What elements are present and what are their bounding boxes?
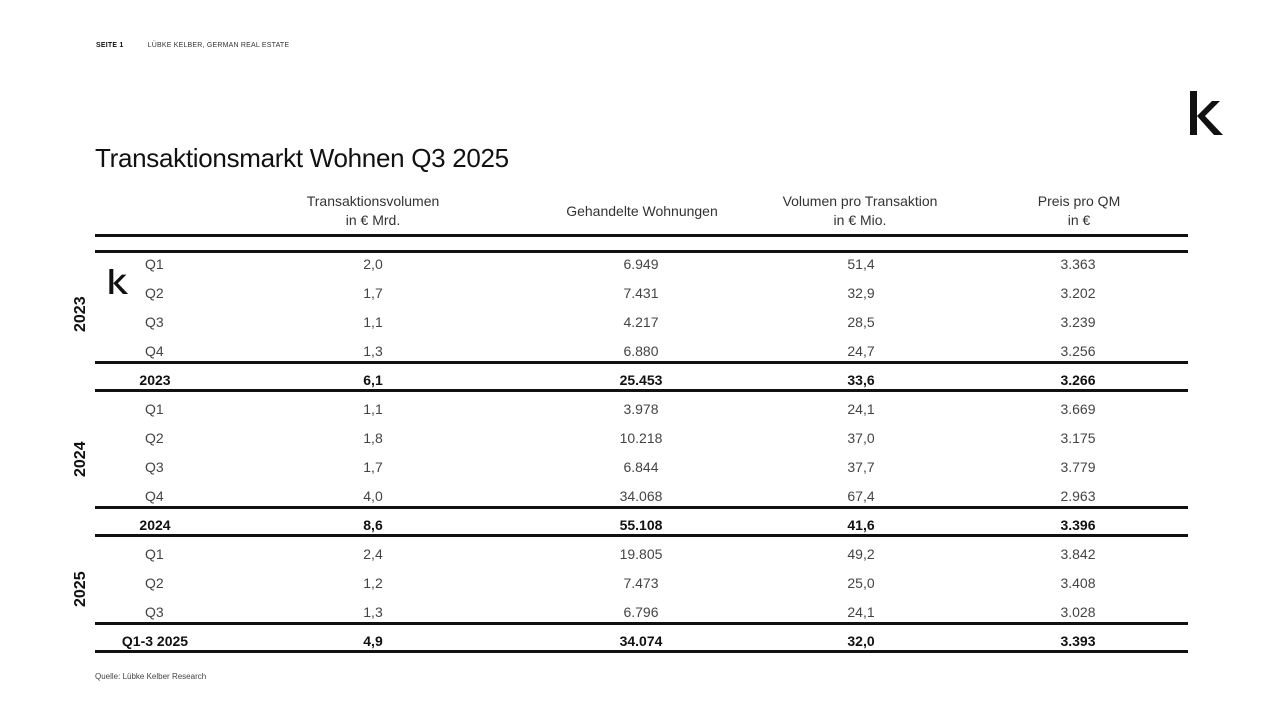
table-cell: 2,4 — [363, 546, 383, 562]
total-label: 2024 — [139, 517, 171, 533]
table-rule — [95, 506, 1188, 509]
table-cell: 3.408 — [1060, 575, 1096, 591]
table-cell: 2,0 — [363, 256, 383, 272]
table-cell: 1,7 — [363, 459, 383, 475]
table-rule — [95, 389, 1188, 392]
column-header-volume-per-transaction: Volumen pro Transaktion in € Mio. — [782, 193, 938, 228]
table-cell: 1,3 — [363, 604, 383, 620]
table-cell: 1,7 — [363, 285, 383, 301]
table-cell: 7.431 — [623, 285, 659, 301]
row-label: Q2 — [145, 285, 164, 301]
table-rule-top — [95, 234, 1188, 237]
row-label: Q4 — [145, 488, 164, 504]
table-cell: 6.796 — [623, 604, 659, 620]
row-label: Q4 — [145, 343, 164, 359]
table-cell: 25,0 — [847, 575, 875, 591]
row-label: Q2 — [145, 575, 164, 591]
table-cell: 37,7 — [847, 459, 875, 475]
page-title: Transaktionsmarkt Wohnen Q3 2025 — [95, 143, 509, 173]
table-cell: 19.805 — [619, 546, 663, 562]
table-cell: 2.963 — [1060, 488, 1096, 504]
table-cell: 1,8 — [363, 430, 383, 446]
table-cell: 67,4 — [847, 488, 875, 504]
table-rule-top-2 — [95, 250, 1188, 253]
table-cell: 3.363 — [1060, 256, 1096, 272]
table-cell: 1,1 — [363, 314, 383, 330]
table-cell: 3.256 — [1060, 343, 1096, 359]
year-label: 2023 — [72, 296, 89, 332]
table-cell: 3.028 — [1060, 604, 1096, 620]
table-cell: 28,5 — [847, 314, 875, 330]
table-cell: 1,1 — [363, 401, 383, 417]
row-label: Q1 — [145, 546, 164, 562]
total-cell: 34.074 — [619, 633, 663, 649]
table-cell: 37,0 — [847, 430, 875, 446]
year-label: 2025 — [72, 571, 89, 608]
total-cell: 32,0 — [847, 633, 875, 649]
k-logo-icon — [109, 269, 129, 294]
page-header: SEITE 1 LÜBKE KELBER, GERMAN REAL ESTATE — [96, 42, 289, 49]
column-header-units: Gehandelte Wohnungen — [566, 203, 718, 219]
total-cell: 25.453 — [619, 372, 663, 388]
k-logo-icon — [1190, 91, 1223, 135]
table-cell: 4,0 — [363, 488, 383, 504]
year-label: 2024 — [72, 441, 89, 477]
table-cell: 1,3 — [363, 343, 383, 359]
source-note: Quelle: Lübke Kelber Research — [95, 672, 207, 681]
table-cell: 3.978 — [623, 401, 659, 417]
row-label: Q1 — [145, 256, 164, 272]
table-cell: 34.068 — [619, 488, 663, 504]
table-rule — [95, 650, 1188, 653]
table-cell: 24,1 — [847, 401, 875, 417]
table-cell: 7.473 — [623, 575, 659, 591]
company-name: LÜBKE KELBER, GERMAN REAL ESTATE — [147, 42, 290, 49]
table-rule — [95, 534, 1188, 537]
row-label: Q3 — [145, 459, 164, 475]
table-cell: 32,9 — [847, 285, 875, 301]
total-label: 2023 — [139, 372, 171, 388]
table-cell: 24,7 — [847, 343, 875, 359]
total-label: Q1-3 2025 — [121, 633, 189, 649]
total-cell: 6,1 — [363, 372, 383, 388]
total-cell: 4,9 — [363, 633, 383, 649]
total-cell: 3.393 — [1060, 633, 1096, 649]
total-cell: 55.108 — [619, 517, 663, 533]
table-rule — [95, 361, 1188, 364]
table-cell: 3.202 — [1060, 285, 1096, 301]
row-label: Q1 — [145, 401, 164, 417]
total-cell: 3.396 — [1060, 517, 1096, 533]
total-cell: 41,6 — [847, 517, 875, 533]
table-cell: 51,4 — [847, 256, 875, 272]
table-cell: 6.880 — [623, 343, 659, 359]
table-rule — [95, 622, 1188, 625]
total-cell: 33,6 — [847, 372, 875, 388]
table-cell: 3.779 — [1060, 459, 1096, 475]
table-cell: 49,2 — [847, 546, 875, 562]
table-cell: 6.844 — [623, 459, 659, 475]
row-label: Q3 — [145, 604, 164, 620]
table-cell: 6.949 — [623, 256, 659, 272]
table-cell: 1,2 — [363, 575, 383, 591]
total-cell: 3.266 — [1060, 372, 1096, 388]
table-cell: 3.175 — [1060, 430, 1096, 446]
table-cell: 24,1 — [847, 604, 875, 620]
column-header-volume: Transaktionsvolumen in € Mrd. — [306, 193, 440, 228]
total-cell: 8,6 — [363, 517, 383, 533]
row-label: Q3 — [145, 314, 164, 330]
table-cell: 4.217 — [623, 314, 659, 330]
page-number: SEITE 1 — [96, 42, 124, 49]
table-cell: 3.669 — [1060, 401, 1096, 417]
table-cell: 3.842 — [1060, 546, 1096, 562]
table-cell: 10.218 — [619, 430, 663, 446]
table-cell: 3.239 — [1060, 314, 1096, 330]
column-header-price-per-sqm: Preis pro QM in € — [1037, 193, 1121, 228]
row-label: Q2 — [145, 430, 164, 446]
